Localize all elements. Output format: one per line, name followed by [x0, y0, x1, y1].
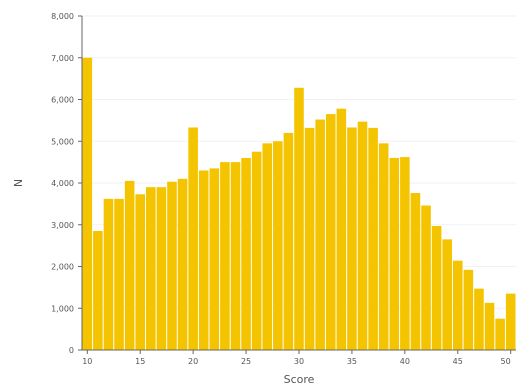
- histogram-bar: [251, 151, 262, 350]
- histogram-bar: [230, 162, 241, 350]
- x-axis-title: Score: [284, 373, 315, 386]
- histogram-bar: [431, 226, 442, 350]
- histogram-bar: [114, 198, 124, 350]
- x-tick-label: 50: [501, 357, 511, 366]
- y-tick-label: 6,000: [51, 96, 74, 105]
- y-tick-label: 2,000: [51, 263, 74, 272]
- histogram-bar: [325, 114, 336, 350]
- histogram-bar: [241, 157, 251, 350]
- histogram-bar: [378, 143, 389, 350]
- x-axis-ticks: 10 15 20 25 30 35 40 45 50: [82, 350, 512, 366]
- y-tick-label: 4,000: [51, 179, 74, 188]
- histogram-bar: [103, 198, 114, 350]
- y-tick-label: 7,000: [51, 54, 74, 63]
- histogram-bar: [505, 293, 516, 350]
- y-axis-title: N: [12, 179, 25, 187]
- histogram-bar: [442, 239, 452, 350]
- y-tick-label: 1,000: [51, 304, 74, 313]
- bars: [82, 57, 516, 350]
- histogram-bar: [463, 269, 474, 350]
- x-tick-label: 30: [294, 357, 304, 366]
- x-tick-label: 20: [188, 357, 198, 366]
- histogram-bar: [177, 178, 188, 350]
- histogram-bar: [421, 205, 431, 350]
- histogram-bar: [357, 121, 368, 350]
- histogram-bar: [93, 231, 103, 350]
- x-tick-label: 15: [135, 357, 145, 366]
- y-tick-label: 0: [69, 346, 74, 355]
- histogram-bar: [198, 170, 209, 350]
- histogram-bar: [82, 57, 93, 350]
- histogram-bar: [283, 132, 294, 350]
- histogram-bar: [347, 127, 357, 350]
- histogram-bar: [146, 187, 156, 350]
- histogram-bar: [167, 181, 177, 350]
- histogram-bar: [410, 193, 421, 350]
- x-tick-label: 45: [453, 357, 463, 366]
- histogram-bar: [336, 108, 347, 350]
- y-tick-label: 5,000: [51, 137, 74, 146]
- histogram-bar: [273, 141, 283, 350]
- histogram-bar: [368, 127, 378, 350]
- histogram-bar: [124, 180, 135, 350]
- histogram-bar: [474, 288, 484, 350]
- histogram-bar: [156, 187, 167, 350]
- histogram-bar: [400, 157, 410, 350]
- x-tick-label: 35: [347, 357, 357, 366]
- y-tick-label: 8,000: [51, 12, 74, 21]
- histogram-bar: [389, 157, 400, 350]
- histogram-bar: [315, 119, 325, 350]
- x-tick-label: 40: [400, 357, 410, 366]
- y-tick-label: 3,000: [51, 221, 74, 230]
- histogram-bar: [262, 143, 273, 350]
- histogram-bar: [484, 302, 495, 350]
- x-tick-label: 10: [82, 357, 92, 366]
- histogram-bar: [452, 260, 463, 350]
- histogram-bar: [188, 127, 198, 350]
- x-tick-label: 25: [241, 357, 251, 366]
- histogram-bar: [294, 87, 304, 350]
- histogram-bar: [135, 194, 146, 350]
- histogram-bar: [304, 127, 315, 350]
- histogram-bar: [495, 318, 505, 350]
- y-axis-ticks: 0 1,000 2,000 3,000 4,000 5,000 6,000 7,000 8,00…: [51, 12, 82, 355]
- histogram-bar: [209, 168, 220, 350]
- histogram-bar: [220, 162, 230, 350]
